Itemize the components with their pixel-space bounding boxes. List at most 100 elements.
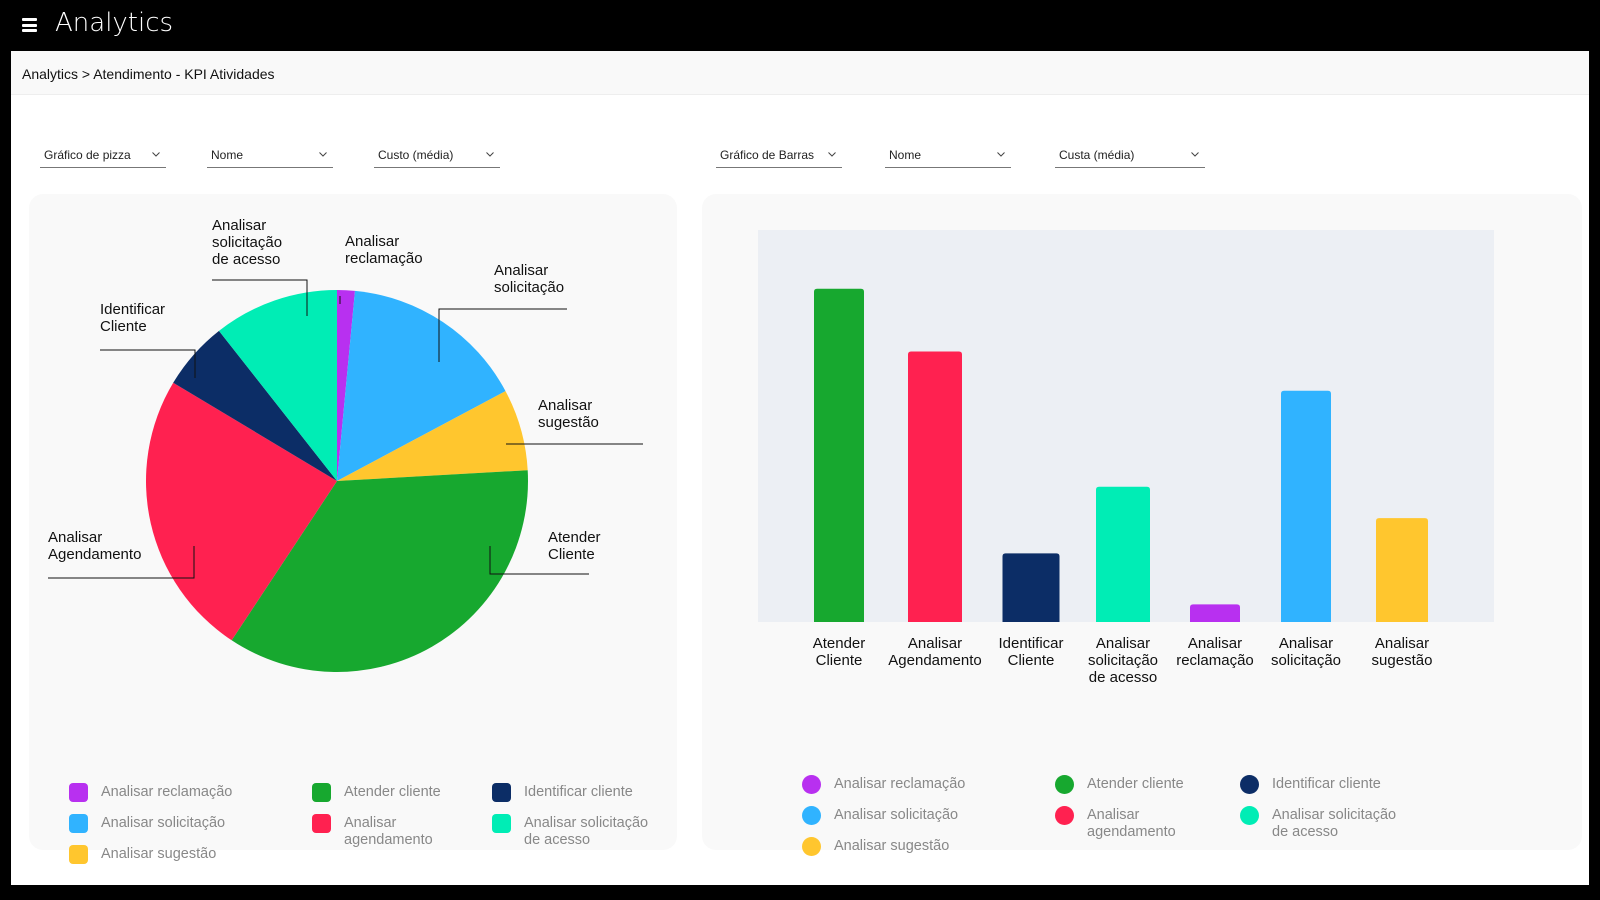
breadcrumb-bar: Analytics > Atendimento - KPI Atividades <box>11 51 1589 95</box>
bar-legend-analisar-reclamacao[interactable]: Analisar reclamação <box>802 775 965 794</box>
pie-legend-analisar-solicitacao-de-acesso[interactable]: Analisar solicitação de acesso <box>492 814 648 849</box>
bar-tick-label-analisar-solicitacao-de-acesso: Analisar solicitação de acesso <box>1088 635 1158 686</box>
bar-dimension-value: Nome <box>889 148 922 162</box>
legend-label: Analisar agendamento <box>1087 807 1176 840</box>
chevron-down-icon <box>1191 152 1199 157</box>
legend-swatch <box>492 783 511 802</box>
app-title: Analytics <box>55 8 174 38</box>
legend-label: Analisar solicitação <box>101 815 226 831</box>
bar-tick-label-analisar-agendamento: Analisar Agendamento <box>888 635 981 669</box>
pie-legend-atender-cliente[interactable]: Atender cliente <box>312 783 441 802</box>
pie-leader-analisar-solicitacao-de-acesso <box>212 279 308 316</box>
pie-chart-type-select[interactable]: Gráfico de pizza <box>40 145 166 168</box>
pie-chart-type-value: Gráfico de pizza <box>44 148 131 162</box>
bar-analisar-reclamacao[interactable] <box>1190 604 1240 622</box>
chevron-down-icon <box>486 152 494 157</box>
pie-legend-analisar-reclamacao[interactable]: Analisar reclamação <box>69 783 232 802</box>
pie-dimension-select[interactable]: Nome <box>207 145 333 168</box>
legend-swatch <box>1055 775 1074 794</box>
bar-tick-label-analisar-solicitacao: Analisar solicitação <box>1271 635 1341 669</box>
pie-label-analisar-sugestao: Analisar sugestão <box>538 397 599 431</box>
bar-metric-select[interactable]: Custa (média) <box>1055 145 1205 168</box>
pie-slice-analisar-solicitacao-de-acesso[interactable] <box>218 290 337 481</box>
pie-leader-atender-cliente <box>489 546 589 575</box>
pie-slice-atender-cliente[interactable] <box>231 470 529 673</box>
legend-label: Atender cliente <box>344 784 441 800</box>
bar-chart-type-value: Gráfico de Barras <box>720 148 815 162</box>
pie-slice-analisar-sugestao[interactable] <box>337 391 528 481</box>
bar-analisar-solicitacao-de-acesso[interactable] <box>1096 486 1150 622</box>
pie-label-analisar-solicitacao: Analisar solicitação <box>494 262 564 296</box>
pie-slice-analisar-solicitacao[interactable] <box>337 290 506 481</box>
top-bar: Analytics <box>0 0 1600 50</box>
chevron-down-icon <box>319 152 327 157</box>
legend-label: Analisar solicitação de acesso <box>524 815 649 848</box>
bar-identificar-cliente[interactable] <box>1002 553 1060 622</box>
pie-label-analisar-agendamento: Analisar Agendamento <box>48 529 141 563</box>
bar-metric-value: Custa (média) <box>1059 148 1135 162</box>
legend-swatch <box>69 783 88 802</box>
pie-legend-analisar-sugestao[interactable]: Analisar sugestão <box>69 845 216 864</box>
legend-swatch <box>802 806 821 825</box>
legend-swatch <box>1240 806 1259 825</box>
legend-label: Identificar cliente <box>1272 776 1381 792</box>
bar-legend-analisar-solicitacao[interactable]: Analisar solicitação <box>802 806 958 825</box>
bar-legend-analisar-solicitacao-de-acesso[interactable]: Analisar solicitação de acesso <box>1240 806 1396 841</box>
pie-metric-select[interactable]: Custo (média) <box>374 145 500 168</box>
bar-analisar-sugestao[interactable] <box>1376 518 1428 622</box>
pie-label-analisar-reclamacao: Analisar reclamação <box>345 233 423 267</box>
pie-leader-analisar-solicitacao <box>438 308 567 362</box>
legend-swatch <box>492 814 511 833</box>
pie-chart: Analisar reclamação Analisar solicitação Ana… <box>48 217 643 673</box>
pie-legend-analisar-solicitacao[interactable]: Analisar solicitação <box>69 814 225 833</box>
legend-swatch <box>69 845 88 864</box>
breadcrumb: Analytics > Atendimento - KPI Atividades <box>22 66 275 82</box>
pie-slice-identificar-cliente[interactable] <box>173 330 337 481</box>
bar-legend-analisar-agendamento[interactable]: Analisar agendamento <box>1055 806 1176 841</box>
pie-leader-identificar-cliente <box>100 349 196 378</box>
legend-label: Atender cliente <box>1087 776 1184 792</box>
legend-swatch <box>1240 775 1259 794</box>
legend-label: Analisar agendamento <box>344 815 433 848</box>
legend-label: Identificar cliente <box>524 784 633 800</box>
main-content: Analytics > Atendimento - KPI Atividades… <box>11 51 1589 885</box>
bar-analisar-solicitacao[interactable] <box>1281 390 1331 622</box>
bar-legend-analisar-sugestao[interactable]: Analisar sugestão <box>802 837 949 856</box>
legend-label: Analisar solicitação de acesso <box>1272 807 1397 840</box>
legend-label: Analisar solicitação <box>834 807 959 823</box>
pie-slice-analisar-reclamacao[interactable] <box>337 290 355 481</box>
bar-legend-atender-cliente[interactable]: Atender cliente <box>1055 775 1184 794</box>
pie-dimension-value: Nome <box>211 148 244 162</box>
hamburger-menu-icon[interactable] <box>22 18 37 32</box>
legend-swatch <box>802 837 821 856</box>
legend-label: Analisar sugestão <box>101 846 217 862</box>
bar-chart-panel: Atender Cliente Analisar Agendamento Identif… <box>702 194 1582 856</box>
legend-swatch <box>802 775 821 794</box>
legend-swatch <box>312 814 331 833</box>
chevron-down-icon <box>828 152 836 157</box>
legend-swatch <box>312 783 331 802</box>
bar-chart: Atender Cliente Analisar Agendamento Identif… <box>758 230 1494 686</box>
pie-metric-value: Custo (média) <box>378 148 454 162</box>
bar-tick-label-identificar-cliente: Identificar Cliente <box>998 635 1063 669</box>
bar-chart-type-select[interactable]: Gráfico de Barras <box>716 145 842 168</box>
pie-label-atender-cliente: Atender Cliente <box>548 529 601 563</box>
bar-analisar-agendamento[interactable] <box>908 351 962 622</box>
bar-legend-identificar-cliente[interactable]: Identificar cliente <box>1240 775 1381 794</box>
pie-label-analisar-solicitacao-de-acesso: Analisar solicitação de acesso <box>212 217 282 268</box>
legend-swatch <box>69 814 88 833</box>
bar-tick-label-analisar-reclamacao: Analisar reclamação <box>1176 635 1254 669</box>
legend-swatch <box>1055 806 1074 825</box>
bar-atender-cliente[interactable] <box>814 288 864 622</box>
pie-chart-panel: Analisar reclamação Analisar solicitação Ana… <box>29 194 677 864</box>
pie-legend-identificar-cliente[interactable]: Identificar cliente <box>492 783 633 802</box>
bar-tick-label-analisar-sugestao: Analisar sugestão <box>1372 635 1433 669</box>
chevron-down-icon <box>152 152 160 157</box>
pie-leader-analisar-agendamento <box>48 546 195 579</box>
pie-label-identificar-cliente: Identificar Cliente <box>100 301 165 335</box>
pie-legend-analisar-agendamento[interactable]: Analisar agendamento <box>312 814 433 849</box>
legend-label: Analisar reclamação <box>101 784 233 800</box>
bar-dimension-select[interactable]: Nome <box>885 145 1011 168</box>
legend-label: Analisar sugestão <box>834 838 950 854</box>
legend-label: Analisar reclamação <box>834 776 966 792</box>
